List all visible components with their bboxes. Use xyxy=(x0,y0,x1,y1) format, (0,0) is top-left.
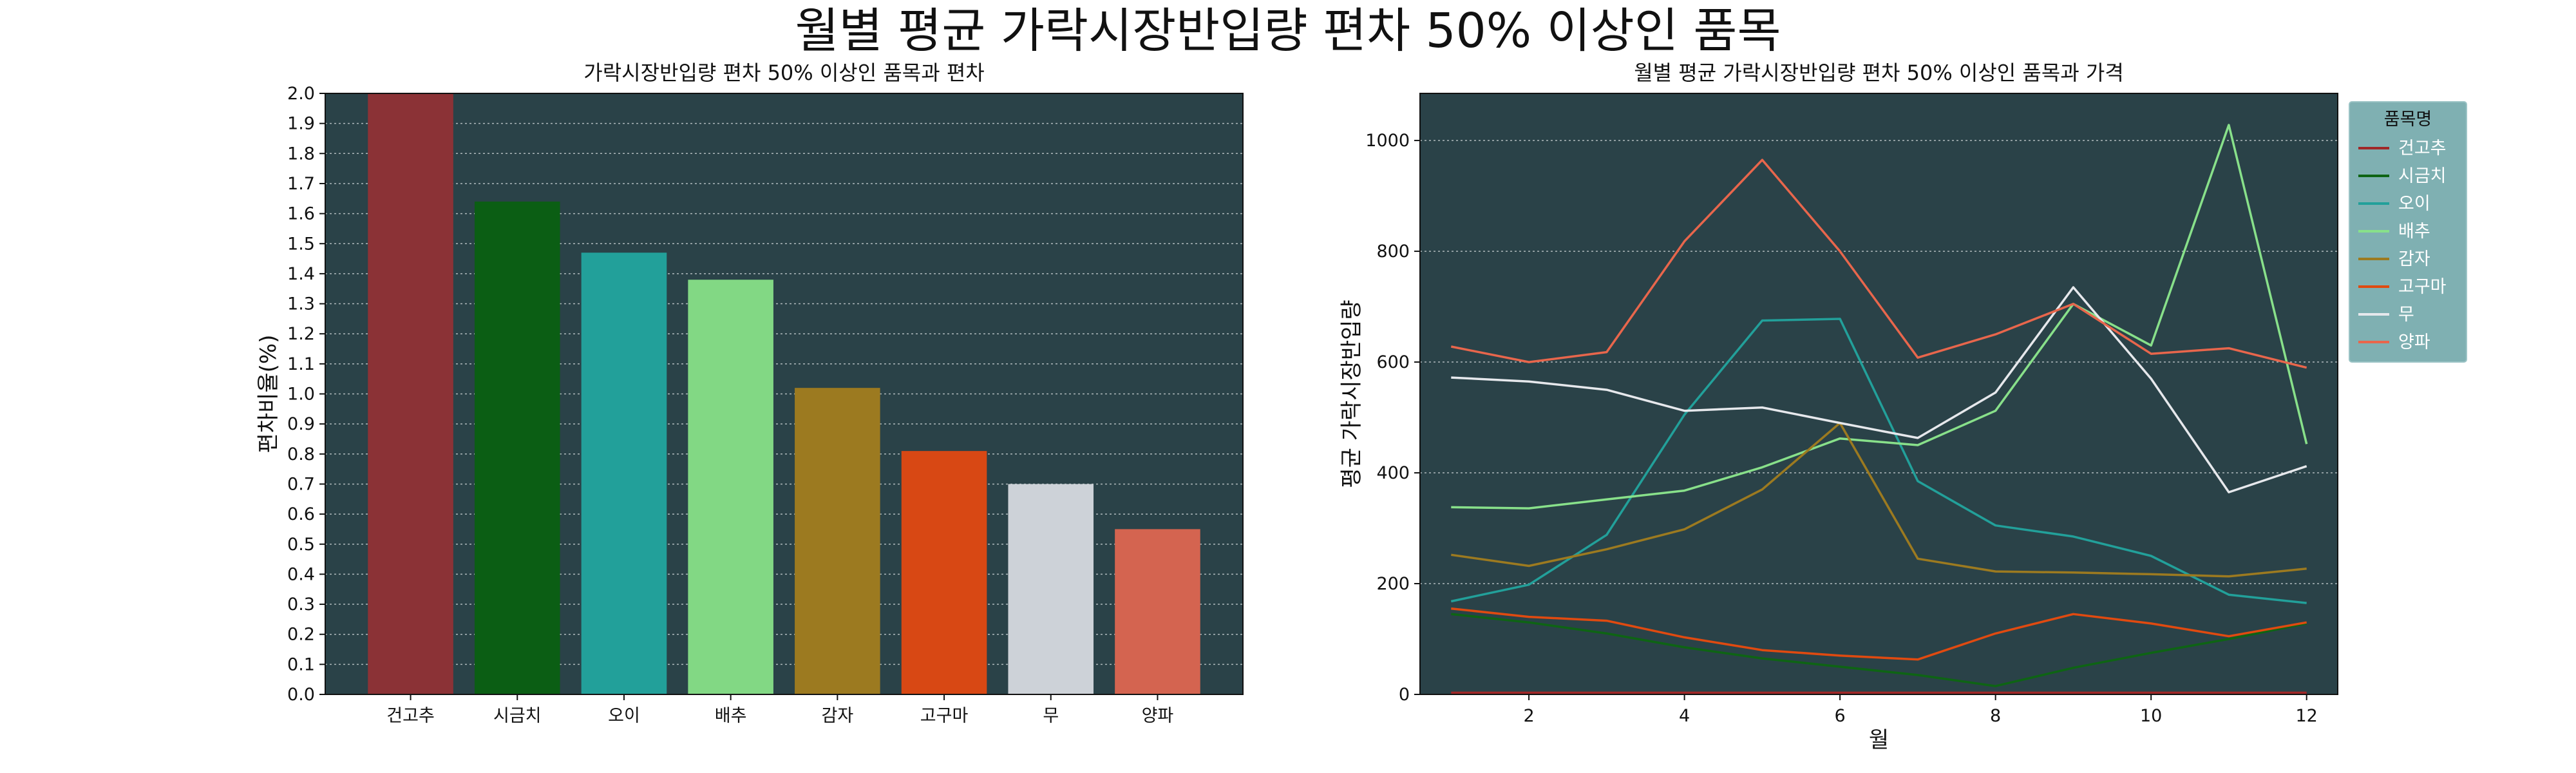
series-line-6 xyxy=(1451,607,2307,661)
bar-y-tick-label: 1.3 xyxy=(287,294,315,314)
figure-title: 월별 평균 가락시장반입량 편차 50% 이상인 품목 xyxy=(795,3,1781,59)
bar-x-tick-label: 무 xyxy=(1043,706,1059,726)
bar-5 xyxy=(795,388,880,694)
line-chart-title: 월별 평균 가락시장반입량 편차 50% 이상인 품목과 가격 xyxy=(1634,61,2124,85)
bar-3 xyxy=(581,253,667,694)
bar-x-tick-label: 시금치 xyxy=(493,706,542,726)
legend-title: 품목명 xyxy=(2384,110,2432,129)
bar-2 xyxy=(474,201,560,694)
bar-7 xyxy=(1008,484,1094,694)
line-plot-area xyxy=(1420,93,2338,694)
bar-y-tick-label: 1.5 xyxy=(287,234,315,254)
bar-y-tick-label: 0.5 xyxy=(287,535,315,555)
legend-label-7: 무 xyxy=(2398,305,2414,325)
legend-label-5: 감자 xyxy=(2398,249,2430,269)
series-line-7 xyxy=(1451,286,2307,493)
bar-y-tick-label: 0.4 xyxy=(287,564,315,584)
bar-y-tick-label: 1.6 xyxy=(287,204,315,224)
line-y-tick-label: 0 xyxy=(1399,685,1410,705)
bar-x-tick-label: 건고추 xyxy=(386,706,435,726)
legend-box xyxy=(2349,101,2467,363)
legend-label-1: 건고추 xyxy=(2398,138,2447,158)
bar-y-tick-label: 1.2 xyxy=(287,324,315,344)
line-y-tick-label: 600 xyxy=(1376,352,1410,372)
bar-4 xyxy=(688,280,773,695)
bar-y-tick-label: 0.9 xyxy=(287,414,315,434)
bar-y-tick-label: 1.1 xyxy=(287,354,315,374)
line-y-tick-label: 400 xyxy=(1376,463,1410,483)
legend-label-8: 양파 xyxy=(2398,332,2430,352)
line-y-axis-label: 평균 가락시장반입량 xyxy=(1339,300,1365,488)
bar-y-tick-label: 0.3 xyxy=(287,595,315,615)
bar-y-tick-label: 0.8 xyxy=(287,444,315,464)
line-x-tick-label: 6 xyxy=(1835,706,1846,726)
series-line-5 xyxy=(1451,421,2307,578)
line-x-axis-label: 월 xyxy=(1869,727,1889,753)
bar-y-tick-label: 0.7 xyxy=(287,474,315,494)
line-y-tick-label: 1000 xyxy=(1365,131,1410,151)
bar-y-tick-label: 2.0 xyxy=(287,84,315,104)
bar-x-tick-label: 배추 xyxy=(715,706,747,726)
line-x-tick-label: 4 xyxy=(1679,706,1690,726)
series-line-2 xyxy=(1451,613,2307,687)
bar-y-tick-label: 0.6 xyxy=(287,504,315,524)
bar-x-tick-label: 양파 xyxy=(1142,706,1174,726)
bar-x-tick-label: 고구마 xyxy=(920,706,969,726)
line-x-tick-label: 2 xyxy=(1523,706,1534,726)
bar-y-tick-label: 0.2 xyxy=(287,625,315,645)
line-x-tick-label: 8 xyxy=(1990,706,2001,726)
bar-y-tick-label: 1.7 xyxy=(287,174,315,194)
bar-x-tick-label: 감자 xyxy=(822,706,854,726)
line-y-tick-label: 200 xyxy=(1376,574,1410,594)
line-x-tick-label: 12 xyxy=(2296,706,2318,726)
bar-1 xyxy=(368,93,453,694)
bar-8 xyxy=(1115,529,1200,694)
series-line-4 xyxy=(1451,124,2308,510)
bar-y-tick-label: 1.4 xyxy=(287,264,315,284)
line-y-tick-label: 800 xyxy=(1376,242,1410,262)
series-line-8 xyxy=(1450,158,2307,369)
bar-y-tick-label: 1.9 xyxy=(287,114,315,134)
bar-plot-frame xyxy=(325,93,1244,695)
bar-y-tick-label: 0.1 xyxy=(287,654,315,674)
line-x-tick-label: 10 xyxy=(2140,706,2162,726)
bar-x-tick-label: 오이 xyxy=(608,706,640,726)
line-plot-frame xyxy=(1419,93,2338,695)
bar-y-tick-label: 1.0 xyxy=(287,385,315,405)
bar-y-axis-label: 편차비율(%) xyxy=(256,335,281,453)
legend-label-4: 배추 xyxy=(2398,222,2430,242)
legend-label-3: 오이 xyxy=(2398,194,2430,214)
legend-label-2: 시금치 xyxy=(2398,166,2447,186)
bar-6 xyxy=(901,451,987,694)
legend-label-6: 고구마 xyxy=(2398,277,2447,297)
bar-y-tick-label: 0.0 xyxy=(287,685,315,705)
series-line-3 xyxy=(1450,318,2307,604)
bar-y-tick-label: 1.8 xyxy=(287,144,315,164)
bar-chart-title: 가락시장반입량 편차 50% 이상인 품목과 편차 xyxy=(583,61,984,85)
